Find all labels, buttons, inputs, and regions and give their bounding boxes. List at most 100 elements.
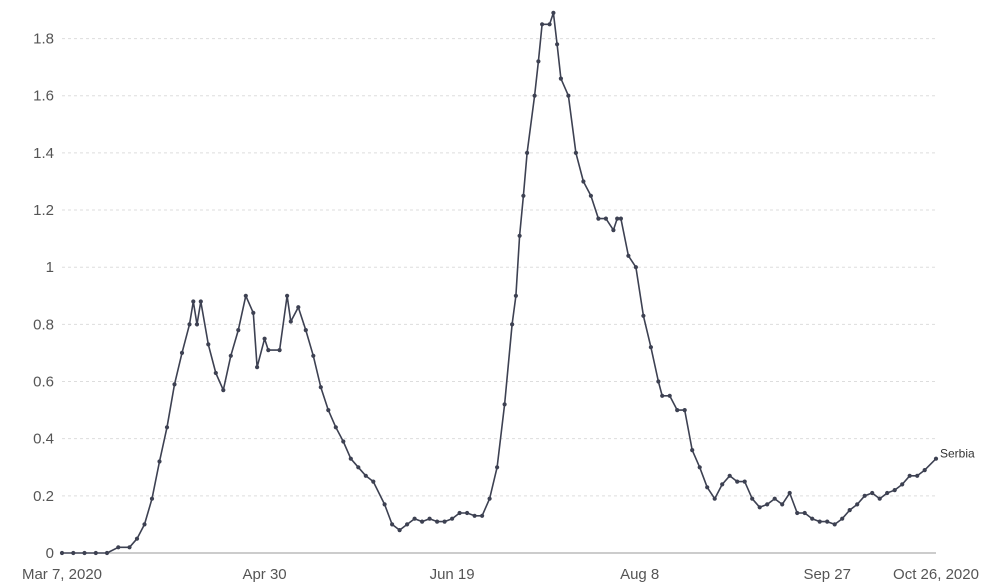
data-point (690, 448, 695, 453)
data-point (311, 353, 316, 358)
data-point (660, 393, 665, 398)
data-point (142, 522, 147, 527)
data-point (832, 522, 837, 527)
y-tick-label: 1.6 (33, 88, 54, 105)
data-point (59, 550, 65, 556)
data-point (581, 179, 586, 184)
data-point (810, 516, 815, 521)
data-point (206, 342, 211, 347)
x-tick-label: Jun 19 (430, 566, 475, 583)
data-point (641, 313, 646, 318)
data-point (618, 216, 624, 221)
x-tick-label: Aug 8 (620, 566, 659, 583)
data-point (457, 510, 462, 516)
data-point (633, 265, 639, 270)
gridlines (62, 38, 936, 554)
data-point (933, 456, 939, 461)
data-point (551, 10, 556, 15)
data-point (191, 299, 196, 304)
data-point (405, 522, 410, 527)
data-point (502, 402, 507, 407)
data-point (221, 388, 226, 393)
data-point (333, 425, 338, 430)
data-point (885, 490, 890, 496)
data-point (71, 550, 76, 556)
series-line (62, 12, 937, 554)
data-point (179, 350, 185, 355)
data-point (266, 348, 271, 353)
data-point (450, 516, 455, 521)
data-point (517, 233, 522, 238)
data-point (296, 305, 301, 310)
data-point (675, 408, 680, 413)
data-point (757, 505, 762, 510)
data-point (371, 479, 376, 484)
data-point (236, 328, 241, 333)
data-point (547, 22, 552, 27)
data-point (825, 519, 830, 524)
data-point (255, 365, 260, 370)
data-point (900, 482, 905, 487)
data-point (390, 522, 395, 527)
data-point (802, 510, 807, 516)
data-point (487, 496, 492, 501)
y-tick-label: 1.2 (33, 202, 54, 219)
data-point (682, 408, 687, 413)
data-point (187, 322, 192, 327)
data-point (892, 488, 897, 493)
data-point (847, 508, 852, 513)
y-tick-label: 0 (46, 545, 54, 562)
data-point (341, 439, 346, 444)
data-point (465, 510, 470, 516)
data-point (509, 322, 515, 327)
data-point (420, 519, 425, 524)
data-point (277, 348, 282, 353)
data-point (532, 93, 537, 98)
data-point (907, 473, 912, 478)
data-point (555, 42, 560, 47)
data-point (603, 216, 609, 221)
data-point (116, 545, 121, 550)
data-point (566, 93, 571, 98)
x-tick-label: Sep 27 (803, 566, 851, 583)
x-tick-label: Mar 7, 2020 (22, 566, 102, 583)
y-tick-label: 0.6 (33, 374, 54, 391)
data-point (134, 536, 140, 541)
series-group: Serbia (59, 10, 975, 556)
data-point (712, 496, 717, 501)
data-point (435, 519, 440, 524)
data-point (228, 353, 233, 358)
y-tick-label: 0.8 (33, 316, 54, 333)
y-tick-label: 0.4 (33, 431, 54, 448)
data-point (172, 382, 177, 387)
data-point (262, 336, 267, 341)
data-point (626, 253, 631, 258)
x-tick-label: Apr 30 (242, 566, 286, 583)
data-point (348, 456, 353, 461)
data-point (251, 310, 256, 315)
x-axis: Mar 7, 2020 Apr 30 Jun 19 Aug 8 Sep 27 Oct 26… (22, 566, 979, 583)
data-point (697, 465, 702, 470)
data-point (840, 516, 845, 521)
data-point (596, 216, 601, 221)
data-point (795, 510, 800, 516)
x-tick-label: Oct 26, 2020 (893, 566, 979, 583)
data-point (525, 150, 530, 155)
data-point (922, 468, 927, 473)
data-point (705, 485, 710, 490)
data-point (521, 193, 526, 198)
data-point (288, 319, 293, 324)
data-point (427, 516, 432, 521)
data-point (667, 393, 672, 398)
y-tick-label: 1 (46, 259, 54, 276)
data-point (750, 496, 755, 501)
data-point (104, 550, 110, 556)
data-point (472, 513, 477, 518)
data-point (877, 496, 882, 501)
data-point (213, 370, 218, 376)
series-label: Serbia (940, 447, 975, 461)
data-point (164, 425, 170, 430)
data-point (588, 193, 594, 198)
data-point (573, 150, 579, 155)
